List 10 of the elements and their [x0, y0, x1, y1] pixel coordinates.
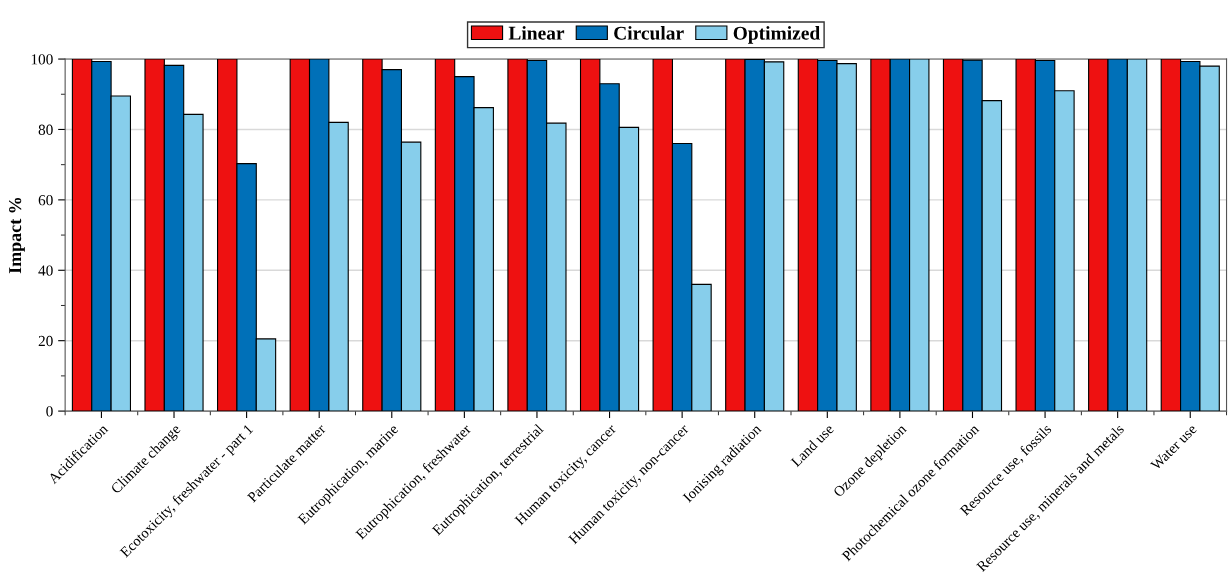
y-tick-label: 40 [38, 265, 53, 276]
legend-label: Optimized [733, 26, 821, 44]
y-tick-label: 80 [38, 124, 53, 135]
y-axis-title: Impact % [9, 197, 25, 274]
y-tick-label: 100 [31, 54, 53, 65]
y-tick-label: 60 [38, 195, 53, 206]
y-tick-label: 0 [46, 406, 53, 417]
y-tick-label: 20 [38, 335, 53, 347]
legend-label: Circular [614, 26, 684, 40]
legend-label: Linear [508, 26, 565, 40]
